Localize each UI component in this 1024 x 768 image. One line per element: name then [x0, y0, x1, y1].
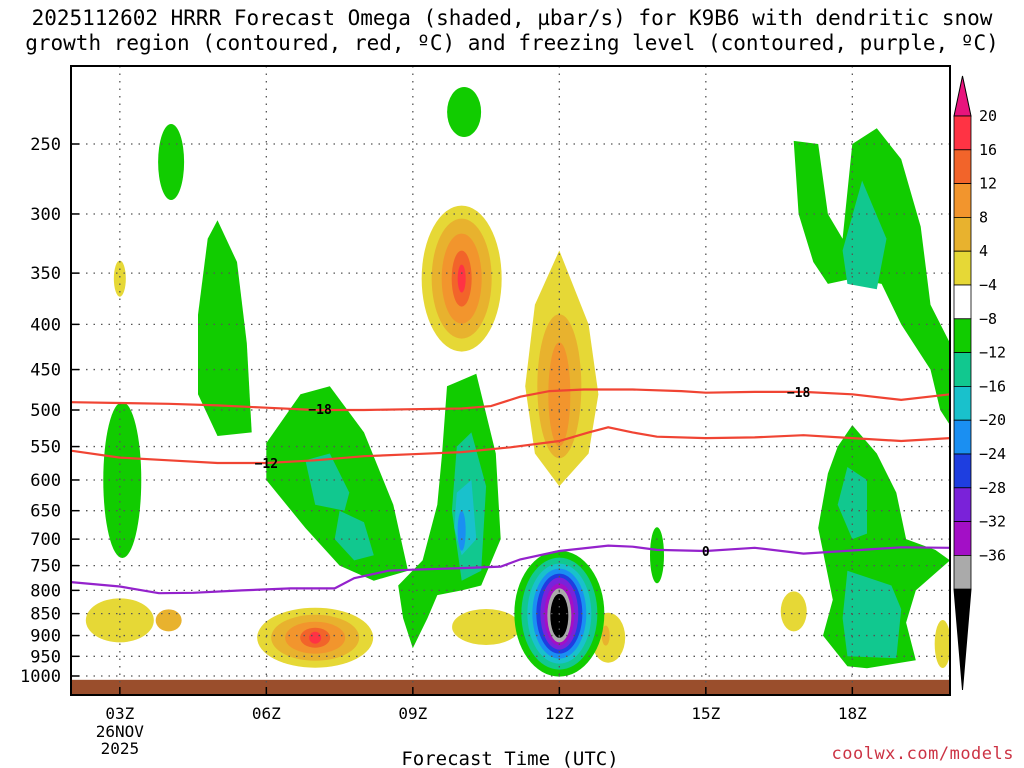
omega-region-10z-upper-20: [457, 264, 466, 293]
omega-region-18z-lower-inner-b: [842, 570, 902, 659]
plot-frame: [70, 65, 951, 696]
colorbar-swatch-11: [953, 487, 972, 522]
colorbar-swatch-3: [953, 216, 972, 252]
x-tick-label-06Z: 06Z: [252, 704, 281, 723]
omega-region-04z-low-4: [85, 598, 154, 643]
x-tick-sublabel-date: 26NOV: [96, 722, 145, 741]
x-tick-label-18Z: 18Z: [838, 704, 867, 723]
omega-region-03z-upper-positive: [113, 260, 126, 297]
ground-strip: [71, 679, 950, 695]
omega-region-03z-mid: [103, 401, 142, 558]
omega-region-04z-upper: [158, 123, 185, 200]
x-tick-label-09Z: 09Z: [398, 704, 427, 723]
colorbar-swatch-10: [953, 453, 972, 489]
omega-region-07z-low-20: [309, 631, 322, 644]
omega-region-18z-lower-inner-a: [837, 467, 867, 540]
chart-title: 2025112602 HRRR Forecast Omega (shaded, …: [0, 6, 1024, 56]
y-tick-label-700: 700: [30, 530, 61, 550]
y-tick-label-800: 800: [30, 581, 61, 601]
contour-lines: −18 −18 −12 0: [71, 386, 950, 595]
y-tick-label-950: 950: [30, 647, 61, 667]
omega-region-04z-low-8: [155, 609, 182, 632]
colorbar-swatch-12: [953, 521, 972, 556]
contour-dgz-minus12: [71, 426, 950, 465]
colorbar-label-9: −20: [979, 411, 1006, 429]
x-tick-label-12Z: 12Z: [545, 704, 574, 723]
omega-region-08z-inner: [334, 510, 374, 561]
y-tick-label-400: 400: [30, 315, 61, 335]
colorbar-label-0: 20: [979, 107, 997, 125]
y-tick-label-500: 500: [30, 401, 61, 421]
colorbar-label-3: 8: [979, 208, 988, 226]
colorbar-swatch-5: [953, 284, 972, 320]
contour-label-dgz-minus18-1: −18: [787, 386, 811, 401]
x-tick-label-03Z: 03Z: [105, 704, 134, 723]
colorbar-swatch-8: [953, 385, 972, 421]
colorbar-label-7: −12: [979, 344, 1006, 362]
contour-label-freezing-level-0-0: 0: [702, 545, 710, 560]
colorbar-label-10: −24: [979, 445, 1006, 463]
colorbar-swatch-4: [953, 250, 972, 286]
colorbar-label-6: −8: [979, 310, 997, 328]
contour-label-dgz-minus18-0: −18: [308, 403, 332, 418]
colorbar-swatch-9: [953, 419, 972, 455]
colorbar-label-8: −16: [979, 377, 1006, 395]
omega-region-13z-low-8: [601, 625, 610, 646]
y-tick-label-1000: 1000: [20, 667, 61, 687]
omega-region-10z-low-4: [452, 608, 521, 645]
x-tick-label-15Z: 15Z: [691, 704, 720, 723]
colorbar-swatch-7: [953, 352, 972, 387]
omega-region-10z-column: [398, 373, 501, 649]
contour-dgz-minus18: [71, 388, 950, 412]
omega-region-07z-band-inner: [305, 453, 350, 511]
omega-region-17z-low-4: [780, 591, 807, 632]
y-tick-label-300: 300: [30, 205, 61, 225]
y-tick-label-250: 250: [30, 135, 61, 155]
y-axis: 2503003504004505005506006507007508008509…: [20, 135, 79, 687]
contour-freezing-level-0: [71, 544, 950, 595]
y-tick-label-350: 350: [30, 264, 61, 284]
colorbar-top-arrow: [953, 75, 972, 117]
colorbar-label-4: 4: [979, 242, 988, 260]
omega-region-14z: [650, 527, 664, 584]
y-tick-label-550: 550: [30, 438, 61, 458]
colorbar-label-12: −32: [979, 513, 1006, 531]
colorbar-bottom-arrow: [953, 588, 972, 691]
y-tick-label-900: 900: [30, 627, 61, 647]
colorbar-swatch-1: [953, 149, 972, 185]
y-tick-label-850: 850: [30, 605, 61, 625]
chart-title-line-1: 2025112602 HRRR Forecast Omega (shaded, …: [31, 6, 993, 30]
omega-region-05z: [198, 220, 252, 436]
omega-shading: [71, 87, 950, 695]
omega-region-20z-low-4: [934, 620, 950, 668]
y-tick-label-650: 650: [30, 502, 61, 522]
colorbar-label-11: −28: [979, 479, 1006, 497]
colorbar: 20 16 12 8 4 −4 −8 −12 −16 −20 −24 −28 −32 −36: [953, 75, 1006, 691]
x-tick-sublabel-year: 2025: [101, 739, 140, 758]
colorbar-swatch-0: [953, 115, 972, 151]
y-tick-label-750: 750: [30, 557, 61, 577]
y-tick-label-450: 450: [30, 361, 61, 381]
chart-title-line-2: growth region (contoured, red, ºC) and f…: [25, 31, 999, 55]
omega-region-10z-top: [447, 87, 482, 138]
colorbar-swatch-13: [953, 555, 972, 590]
contour-label-dgz-minus12-0: −12: [255, 457, 278, 472]
colorbar-label-13: −36: [979, 546, 1006, 564]
colorbar-label-5: −4: [979, 276, 997, 294]
colorbar-swatch-6: [953, 318, 972, 353]
colorbar-swatch-2: [953, 183, 972, 218]
colorbar-label-2: 12: [979, 175, 997, 193]
omega-region-18z-upper-inner: [842, 180, 887, 290]
y-tick-label-600: 600: [30, 471, 61, 491]
x-axis-label: Forecast Time (UTC): [401, 748, 618, 768]
omega-region-10z-column-peak: [457, 510, 466, 551]
colorbar-label-1: 16: [979, 141, 997, 159]
omega-region-12z-low-36: [550, 593, 569, 638]
credit-text: coolwx.com/models: [831, 744, 1014, 764]
omega-region-12z-mid-12: [548, 342, 571, 447]
